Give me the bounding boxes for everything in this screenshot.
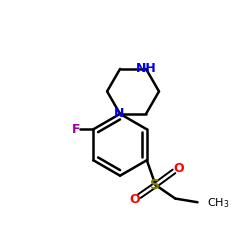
Text: N: N — [114, 107, 124, 120]
Text: NH: NH — [136, 62, 156, 76]
Text: O: O — [130, 192, 140, 205]
Text: CH$_3$: CH$_3$ — [207, 196, 230, 210]
Text: F: F — [72, 123, 80, 136]
Text: O: O — [173, 162, 184, 175]
Text: S: S — [150, 178, 160, 192]
